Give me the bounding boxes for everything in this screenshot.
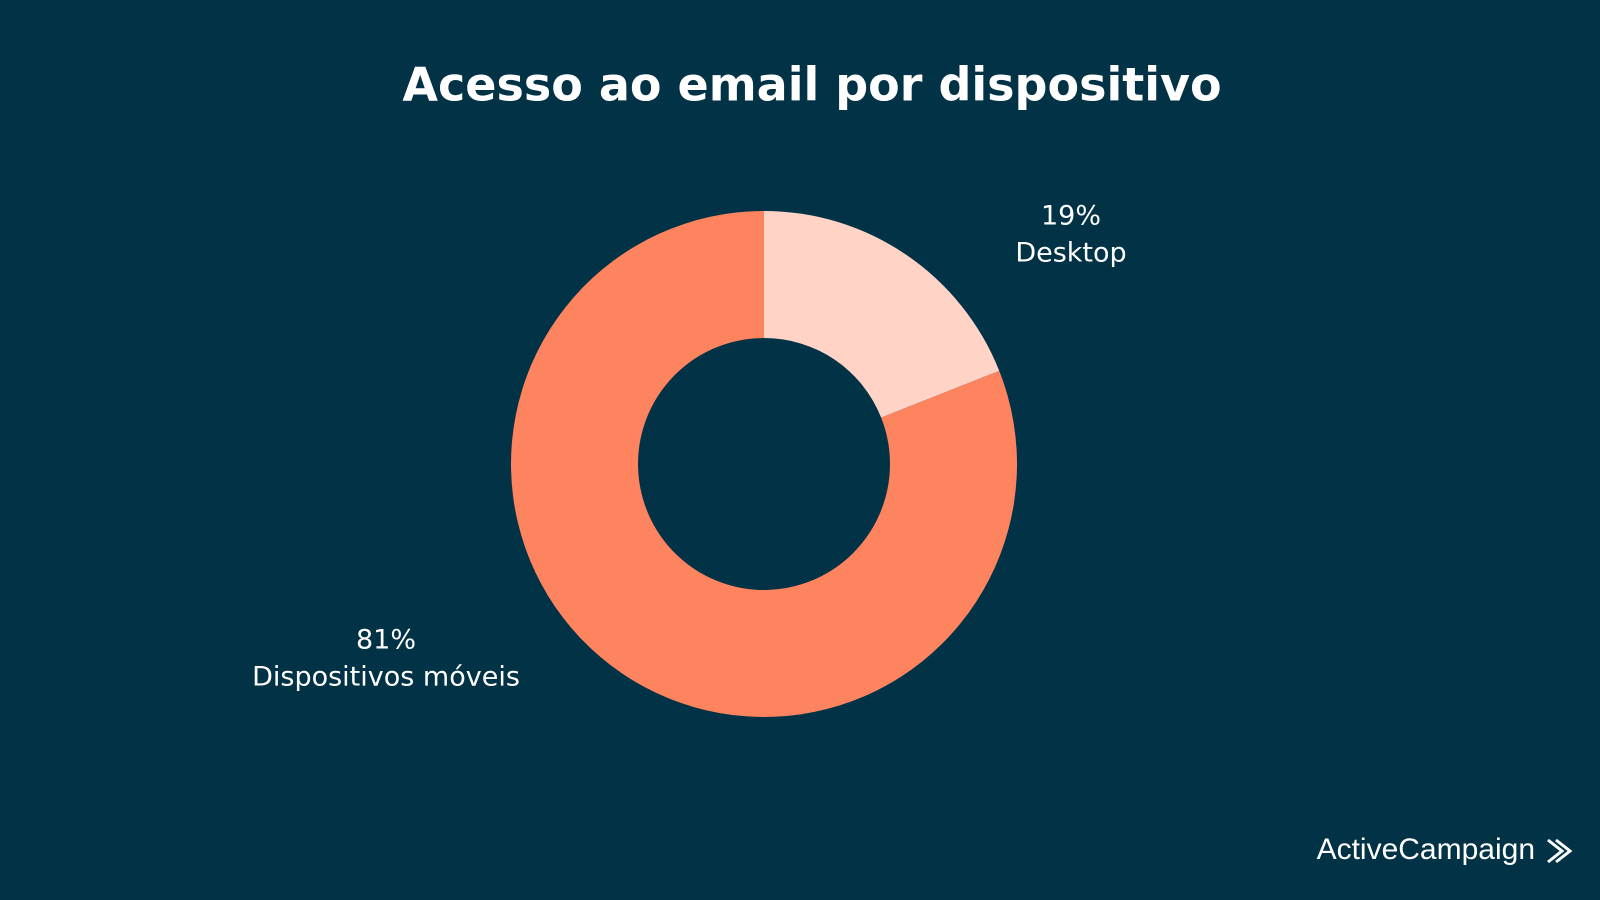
donut-slice <box>510 211 1017 718</box>
category-label: Desktop <box>1015 238 1126 269</box>
category-label: Dispositivos móveis <box>252 662 520 693</box>
chart-title: Acesso ao email por dispositivo <box>402 58 1221 112</box>
brand-arrow <box>1547 838 1573 864</box>
brand-logo: ActiveCampaign <box>1317 833 1535 866</box>
value-label: 19% <box>1041 201 1101 232</box>
donut-slice <box>764 211 1000 418</box>
value-label: 81% <box>356 625 416 656</box>
